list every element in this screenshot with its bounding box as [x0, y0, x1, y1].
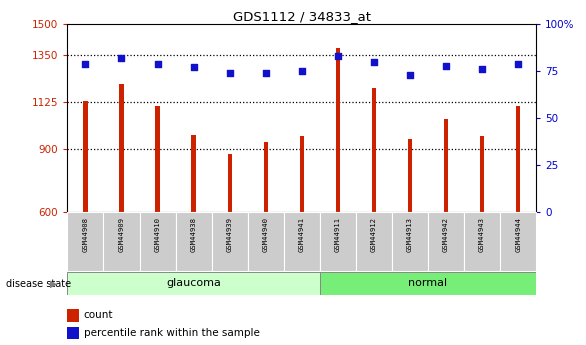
Bar [320, 212, 356, 271]
Bar [336, 48, 340, 212]
Text: disease state: disease state [6, 279, 71, 288]
Point [297, 68, 306, 74]
Text: count: count [84, 310, 113, 320]
Bar [104, 212, 139, 271]
Bar [372, 88, 376, 212]
Text: GSM44908: GSM44908 [83, 217, 88, 252]
Bar [444, 119, 448, 212]
Text: glaucoma: glaucoma [166, 278, 221, 288]
Bar [176, 212, 212, 271]
Text: GSM44910: GSM44910 [155, 217, 161, 252]
Bar [120, 84, 124, 212]
Bar [67, 327, 79, 339]
Bar [264, 142, 268, 212]
Point [117, 55, 126, 61]
Point [513, 61, 523, 66]
Text: GSM44938: GSM44938 [190, 217, 197, 252]
Point [441, 63, 451, 68]
Text: GSM44912: GSM44912 [371, 217, 377, 252]
Point [189, 65, 198, 70]
Bar [356, 212, 392, 271]
Text: normal: normal [408, 278, 448, 288]
Bar [248, 212, 284, 271]
Text: GSM44941: GSM44941 [299, 217, 305, 252]
Point [225, 70, 234, 76]
Point [369, 59, 379, 65]
Bar [480, 136, 484, 212]
Bar [139, 212, 176, 271]
Bar [67, 309, 79, 322]
Text: GSM44909: GSM44909 [118, 217, 124, 252]
Point [478, 67, 487, 72]
Text: GSM44911: GSM44911 [335, 217, 341, 252]
Title: GDS1112 / 34833_at: GDS1112 / 34833_at [233, 10, 371, 23]
Point [153, 61, 162, 66]
Point [81, 61, 90, 66]
Bar [500, 212, 536, 271]
Text: GSM44939: GSM44939 [227, 217, 233, 252]
Bar [227, 154, 232, 212]
Point [333, 53, 343, 59]
Bar [464, 212, 500, 271]
Text: GSM44913: GSM44913 [407, 217, 413, 252]
Bar [192, 135, 196, 212]
Bar [83, 101, 87, 212]
Bar [408, 139, 412, 212]
Point [261, 70, 270, 76]
Bar [428, 212, 464, 271]
Bar [299, 136, 304, 212]
Bar [67, 272, 320, 295]
Text: GSM44943: GSM44943 [479, 217, 485, 252]
Bar [155, 106, 160, 212]
Bar [392, 212, 428, 271]
Bar [516, 106, 520, 212]
Text: GSM44942: GSM44942 [443, 217, 449, 252]
Point [406, 72, 415, 78]
Text: GSM44944: GSM44944 [515, 217, 521, 252]
Bar [67, 212, 104, 271]
Bar [284, 212, 320, 271]
Text: percentile rank within the sample: percentile rank within the sample [84, 328, 260, 337]
Text: GSM44940: GSM44940 [263, 217, 269, 252]
Bar [320, 272, 536, 295]
Bar [212, 212, 248, 271]
Text: ▶: ▶ [50, 279, 57, 288]
